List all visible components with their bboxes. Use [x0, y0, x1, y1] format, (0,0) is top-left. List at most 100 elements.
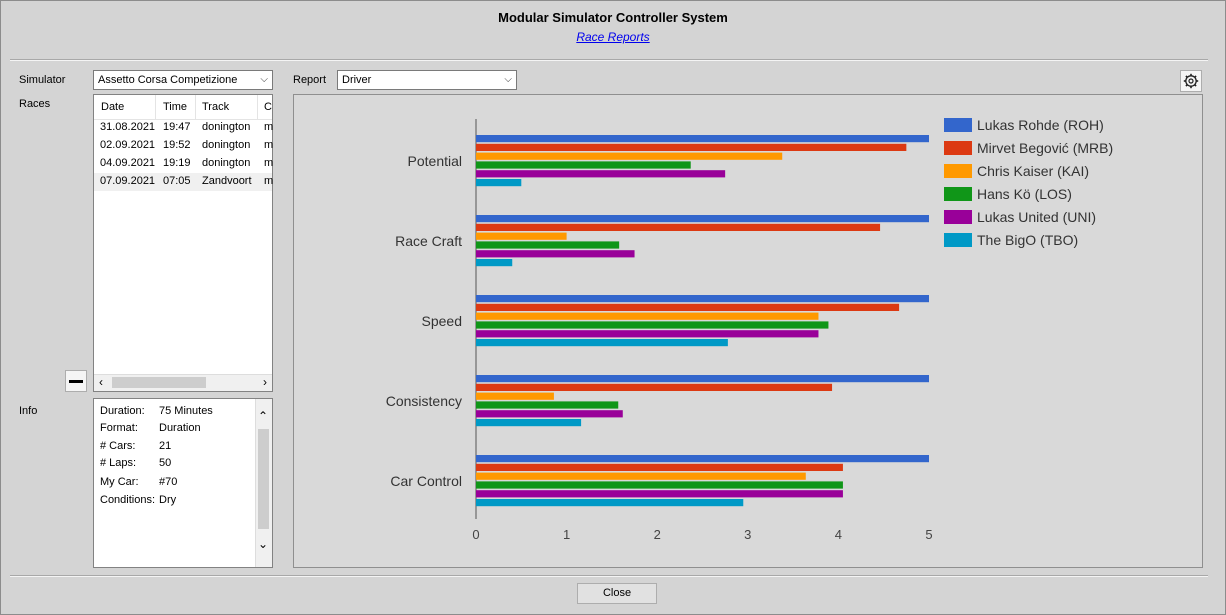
info-value: 21	[159, 440, 172, 452]
race-row[interactable]: 02.09.2021 19:52 donington m	[94, 137, 274, 155]
chevron-left-icon[interactable]: ‹	[99, 375, 103, 389]
info-key: Conditions:	[100, 494, 156, 506]
legend-swatch	[944, 164, 972, 178]
bar	[476, 330, 819, 338]
bar	[476, 215, 929, 223]
info-key: # Cars:	[100, 440, 136, 452]
race-track-cell: donington	[202, 121, 251, 133]
bar	[476, 472, 806, 480]
legend-swatch	[944, 233, 972, 247]
report-label: Report	[293, 74, 327, 86]
column-divider	[155, 95, 156, 119]
bar	[476, 383, 833, 391]
scroll-thumb[interactable]	[112, 377, 206, 388]
chevron-right-icon[interactable]: ›	[263, 375, 267, 389]
gear-icon	[1183, 73, 1199, 89]
races-list[interactable]: Date Time Track C 31.08.2021 19:47 doningt…	[93, 94, 273, 392]
bar	[476, 401, 619, 409]
bar	[476, 241, 620, 249]
x-tick-label: 1	[563, 527, 570, 542]
column-divider	[257, 95, 258, 119]
chevron-down-icon: ⌵	[260, 74, 268, 85]
column-track[interactable]: Track	[202, 101, 230, 113]
race-reports-link[interactable]: Race Reports	[576, 30, 650, 44]
race-c-cell: m	[264, 139, 274, 151]
bar	[476, 303, 900, 311]
bar	[476, 161, 691, 169]
legend-swatch	[944, 210, 972, 224]
bar	[476, 410, 623, 418]
legend-label: Hans Kö (LOS)	[977, 186, 1072, 202]
category-label: Race Craft	[395, 233, 462, 249]
driver-report-chart: Potential Race Craft Speed Consistency Car C…	[293, 94, 1203, 568]
race-c-cell: m	[264, 175, 274, 187]
column-date[interactable]: Date	[101, 101, 125, 113]
race-row[interactable]: 07.09.2021 07:05 Zandvoort m	[94, 173, 274, 191]
info-vertical-scrollbar[interactable]: ⌃ ⌄	[255, 399, 272, 567]
bar	[476, 375, 929, 383]
bar	[476, 392, 554, 400]
bar	[476, 179, 522, 187]
info-value: Duration	[159, 422, 201, 434]
column-c[interactable]: C	[264, 101, 272, 113]
info-label: Info	[19, 405, 38, 417]
report-value: Driver	[342, 74, 372, 86]
race-date-cell: 02.09.2021	[100, 139, 156, 151]
races-list-header: Date Time Track C	[94, 95, 272, 120]
info-value: Dry	[159, 494, 177, 506]
settings-button[interactable]	[1180, 70, 1202, 92]
race-date-cell: 07.09.2021	[100, 175, 156, 187]
race-date-cell: 31.08.2021	[100, 121, 156, 133]
bar	[476, 135, 929, 143]
simulator-value: Assetto Corsa Competizione	[98, 74, 238, 86]
info-value: 75 Minutes	[159, 405, 213, 417]
legend-label: Lukas United (UNI)	[977, 209, 1096, 225]
close-button[interactable]: Close	[577, 583, 657, 604]
race-track-cell: donington	[202, 157, 251, 169]
legend-label: Chris Kaiser (KAI)	[977, 163, 1089, 179]
race-row[interactable]: 31.08.2021 19:47 donington m	[94, 119, 273, 137]
bar	[476, 143, 907, 151]
bar	[476, 232, 567, 240]
report-dropdown[interactable]: Driver ⌵	[337, 70, 517, 90]
race-time-cell: 07:05	[163, 175, 191, 187]
race-date-cell: 04.09.2021	[100, 157, 156, 169]
info-value: #70	[159, 476, 178, 488]
bar	[476, 321, 829, 329]
category-label: Speed	[422, 313, 462, 329]
x-tick-label: 0	[472, 527, 479, 542]
race-c-cell: m	[264, 157, 274, 169]
race-time-cell: 19:47	[163, 121, 191, 133]
race-time-cell: 19:19	[163, 157, 191, 169]
legend-label: The BigO (TBO)	[977, 232, 1078, 248]
subtitle: Race Reports	[0, 30, 1226, 44]
legend-swatch	[944, 187, 972, 201]
chevron-up-icon[interactable]: ⌃	[258, 409, 269, 423]
category-label: Car Control	[390, 473, 462, 489]
info-value: 50	[159, 457, 172, 469]
column-divider	[195, 95, 196, 119]
x-tick-label: 3	[744, 527, 751, 542]
column-time[interactable]: Time	[163, 101, 188, 113]
simulator-dropdown[interactable]: Assetto Corsa Competizione ⌵	[93, 70, 273, 90]
chevron-down-icon[interactable]: ⌄	[258, 537, 269, 551]
bar-chart: Potential Race Craft Speed Consistency Car C…	[386, 117, 1113, 542]
bar	[476, 170, 726, 178]
bar	[476, 339, 728, 347]
minus-icon	[69, 380, 83, 383]
info-key: My Car:	[100, 476, 139, 488]
bar	[476, 295, 929, 303]
delete-race-button[interactable]	[65, 370, 87, 392]
legend-swatch	[944, 118, 972, 132]
chevron-down-icon: ⌵	[504, 74, 512, 85]
top-divider	[10, 59, 1208, 61]
race-row[interactable]: 04.09.2021 19:19 donington m	[94, 155, 274, 173]
races-horizontal-scrollbar[interactable]: ‹ ›	[94, 374, 272, 391]
bar	[476, 490, 843, 498]
category-label: Consistency	[386, 393, 462, 409]
info-key: # Laps:	[100, 457, 137, 469]
races-label: Races	[19, 98, 51, 110]
race-track-cell: donington	[202, 139, 251, 151]
scroll-thumb[interactable]	[258, 429, 269, 529]
x-tick-label: 2	[654, 527, 661, 542]
